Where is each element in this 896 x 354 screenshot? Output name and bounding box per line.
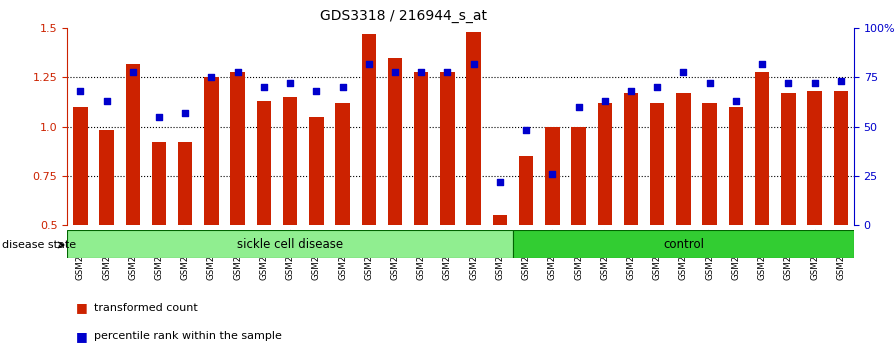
Point <box>598 98 612 104</box>
Bar <box>125 64 140 225</box>
Point <box>283 80 297 86</box>
Bar <box>230 72 245 225</box>
Bar <box>73 107 88 225</box>
Bar <box>178 142 193 225</box>
Point <box>676 69 691 74</box>
Point <box>414 69 428 74</box>
Bar <box>440 72 454 225</box>
Text: ■: ■ <box>76 330 88 343</box>
Point <box>388 69 402 74</box>
Bar <box>519 156 533 225</box>
Text: transformed count: transformed count <box>94 303 198 313</box>
Text: sickle cell disease: sickle cell disease <box>237 238 343 251</box>
Bar <box>728 107 743 225</box>
Bar <box>283 97 297 225</box>
Text: disease state: disease state <box>2 240 76 250</box>
Point <box>230 69 245 74</box>
Bar <box>624 93 638 225</box>
Point <box>440 69 454 74</box>
Point <box>467 61 481 67</box>
Point <box>728 98 743 104</box>
Point <box>807 80 822 86</box>
Bar <box>256 101 271 225</box>
Point <box>204 75 219 80</box>
Bar <box>99 131 114 225</box>
Bar <box>833 91 848 225</box>
Point <box>781 80 796 86</box>
Bar <box>545 126 559 225</box>
Text: ■: ■ <box>76 302 88 314</box>
Point <box>702 80 717 86</box>
Bar <box>807 91 822 225</box>
Point <box>519 128 533 133</box>
Text: percentile rank within the sample: percentile rank within the sample <box>94 331 282 341</box>
Bar <box>598 103 612 225</box>
Bar <box>151 142 166 225</box>
Point <box>125 69 140 74</box>
Bar <box>388 58 402 225</box>
Bar <box>493 215 507 225</box>
Bar <box>676 93 691 225</box>
Point <box>335 84 349 90</box>
FancyBboxPatch shape <box>513 230 854 258</box>
Text: GDS3318 / 216944_s_at: GDS3318 / 216944_s_at <box>320 9 487 23</box>
Point <box>493 179 507 184</box>
Point <box>545 171 559 177</box>
FancyBboxPatch shape <box>67 230 513 258</box>
Point <box>650 84 664 90</box>
Point <box>624 88 638 94</box>
Point <box>755 61 770 67</box>
Point <box>833 79 848 84</box>
Bar <box>362 34 376 225</box>
Point <box>362 61 376 67</box>
Point <box>151 114 166 120</box>
Bar <box>702 103 717 225</box>
Point <box>309 88 323 94</box>
Bar <box>650 103 665 225</box>
Bar <box>755 72 770 225</box>
Point <box>572 104 586 110</box>
Point <box>99 98 114 104</box>
Point <box>73 88 88 94</box>
Point <box>178 110 193 116</box>
Bar <box>467 32 481 225</box>
Bar <box>781 93 796 225</box>
Text: control: control <box>663 238 704 251</box>
Bar <box>309 117 323 225</box>
Bar <box>204 78 219 225</box>
Point <box>256 84 271 90</box>
Bar <box>414 72 428 225</box>
Bar <box>572 126 586 225</box>
Bar <box>335 103 349 225</box>
